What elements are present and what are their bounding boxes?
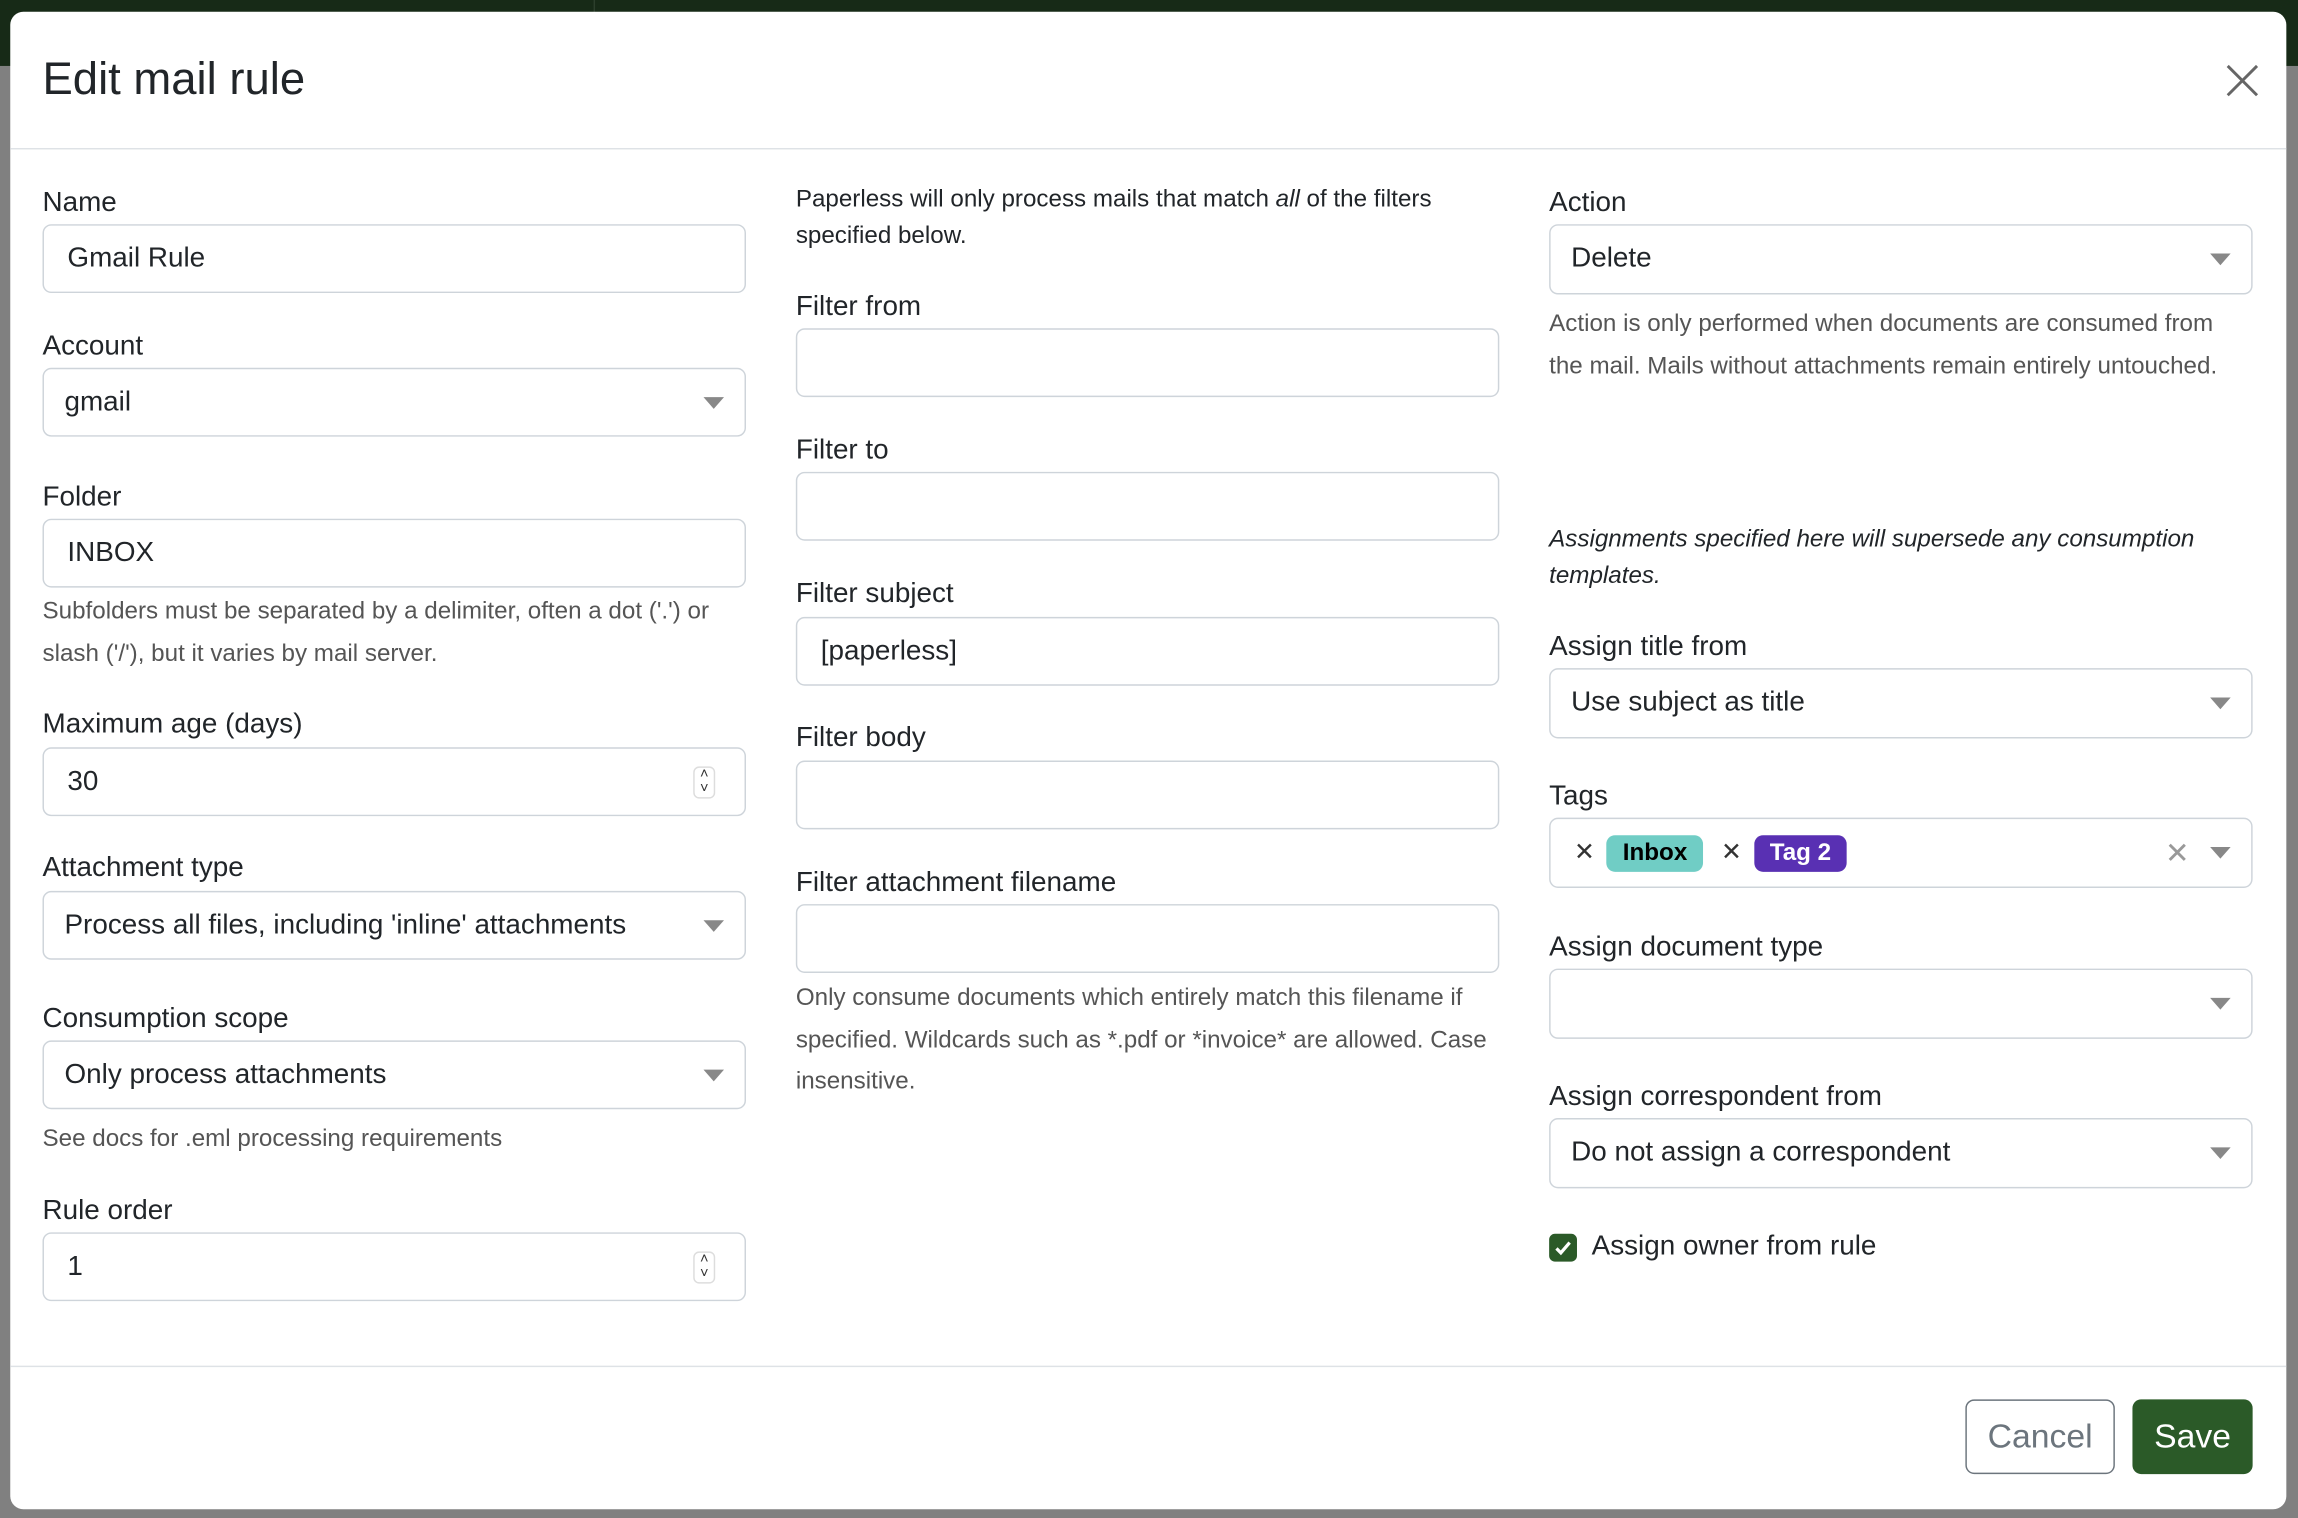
folder-help: Subfolders must be separated by a delimi… bbox=[42, 597, 710, 666]
filter-subject-value: [paperless] bbox=[820, 635, 957, 666]
remove-tag-icon[interactable]: ✕ bbox=[1574, 838, 1595, 866]
title-from-select[interactable]: Use subject as title bbox=[1549, 668, 2253, 739]
name-label: Name bbox=[42, 187, 117, 219]
chevron-down-icon bbox=[2210, 997, 2231, 1010]
close-icon bbox=[2226, 64, 2259, 97]
action-select[interactable]: Delete bbox=[1549, 224, 2253, 295]
doc-type-label: Assign document type bbox=[1549, 931, 1824, 963]
max-age-label: Maximum age (days) bbox=[42, 709, 303, 740]
tags-label: Tags bbox=[1549, 781, 1608, 812]
account-select[interactable]: gmail bbox=[42, 367, 746, 437]
max-age-input[interactable]: 30 ˄ ˅ bbox=[42, 747, 746, 817]
max-age-value: 30 bbox=[67, 765, 99, 797]
consumption-scope-label: Consumption scope bbox=[42, 1003, 289, 1035]
chevron-down-icon bbox=[2210, 253, 2231, 266]
rule-order-label: Rule order bbox=[42, 1195, 173, 1227]
consumption-scope-select[interactable]: Only process attachments bbox=[42, 1040, 746, 1110]
correspondent-label: Assign correspondent from bbox=[1549, 1081, 1882, 1113]
filter-body-label: Filter body bbox=[795, 722, 926, 754]
number-stepper-icon[interactable]: ˄ ˅ bbox=[693, 1251, 716, 1284]
owner-checkbox[interactable] bbox=[1549, 1233, 1577, 1262]
action-label: Action bbox=[1549, 187, 1627, 219]
consumption-scope-help: See docs for .eml processing requirement… bbox=[42, 1125, 503, 1152]
filter-attachment-help: Only consume documents which entirely ma… bbox=[795, 984, 1487, 1095]
action-help: Action is only performed when documents … bbox=[1549, 310, 2218, 379]
tags-select[interactable]: ✕ Inbox ✕ Tag 2 ✕ bbox=[1549, 817, 2253, 888]
intro-emphasis: all bbox=[1275, 186, 1300, 213]
folder-label: Folder bbox=[42, 482, 122, 513]
filter-attachment-input[interactable] bbox=[795, 904, 1500, 973]
assignments-note: Assignments specified here will supersed… bbox=[1549, 526, 2195, 589]
chevron-down-icon bbox=[2210, 1147, 2231, 1160]
correspondent-select[interactable]: Do not assign a correspondent bbox=[1549, 1118, 2253, 1189]
filter-body-input[interactable] bbox=[795, 760, 1500, 830]
filter-subject-input[interactable]: [paperless] bbox=[795, 616, 1500, 686]
chevron-down-icon bbox=[2210, 846, 2231, 859]
dialog-title: Edit mail rule bbox=[42, 52, 306, 105]
owner-label: Assign owner from rule bbox=[1591, 1230, 1877, 1262]
chevron-down-icon bbox=[703, 397, 725, 409]
intro-text: of the filters specified below. bbox=[795, 186, 1432, 249]
save-button[interactable]: Save bbox=[2132, 1399, 2253, 1475]
folder-input[interactable]: INBOX bbox=[42, 518, 746, 588]
footer-divider bbox=[10, 1365, 2287, 1368]
attachment-type-value: Process all files, including 'inline' at… bbox=[64, 909, 627, 940]
intro-text: Paperless will only process mails that m… bbox=[795, 186, 1276, 213]
account-value: gmail bbox=[64, 386, 132, 417]
chevron-down-icon bbox=[703, 1069, 725, 1082]
remove-tag-icon[interactable]: ✕ bbox=[1720, 838, 1742, 866]
consumption-scope-value: Only process attachments bbox=[64, 1058, 387, 1090]
account-label: Account bbox=[42, 331, 144, 362]
edit-mail-rule-dialog: Edit mail rule Name Gmail Rule Account g… bbox=[10, 11, 2287, 1510]
filter-to-input[interactable] bbox=[795, 471, 1500, 541]
clear-all-icon[interactable]: ✕ bbox=[2165, 838, 2190, 871]
tag-inbox: Inbox bbox=[1606, 834, 1704, 872]
rule-order-input[interactable]: 1 ˄ ˅ bbox=[42, 1232, 746, 1302]
attachment-type-select[interactable]: Process all files, including 'inline' at… bbox=[42, 890, 746, 960]
tag-2: Tag 2 bbox=[1753, 834, 1848, 872]
chevron-down-icon bbox=[2210, 697, 2231, 710]
header-divider bbox=[10, 147, 2287, 150]
cancel-button[interactable]: Cancel bbox=[1965, 1399, 2115, 1475]
rule-order-value: 1 bbox=[67, 1250, 83, 1282]
filter-attachment-label: Filter attachment filename bbox=[795, 867, 1117, 899]
correspondent-value: Do not assign a correspondent bbox=[1571, 1137, 1951, 1168]
filters-intro: Paperless will only process mails that m… bbox=[796, 182, 1499, 254]
filter-subject-label: Filter subject bbox=[795, 578, 954, 610]
name-value: Gmail Rule bbox=[67, 242, 206, 274]
chevron-down-icon bbox=[703, 920, 725, 932]
name-input[interactable]: Gmail Rule bbox=[42, 224, 746, 294]
title-from-value: Use subject as title bbox=[1571, 687, 1805, 718]
doc-type-select[interactable] bbox=[1549, 968, 2253, 1039]
check-icon bbox=[1555, 1241, 1571, 1256]
filter-from-input[interactable] bbox=[795, 328, 1500, 398]
attachment-type-label: Attachment type bbox=[42, 852, 244, 884]
title-from-label: Assign title from bbox=[1549, 631, 1748, 663]
close-button[interactable] bbox=[2220, 59, 2264, 103]
filter-to-label: Filter to bbox=[795, 435, 889, 466]
filter-from-label: Filter from bbox=[795, 291, 922, 323]
folder-value: INBOX bbox=[67, 537, 155, 568]
action-value: Delete bbox=[1571, 243, 1652, 275]
number-stepper-icon[interactable]: ˄ ˅ bbox=[693, 766, 716, 799]
